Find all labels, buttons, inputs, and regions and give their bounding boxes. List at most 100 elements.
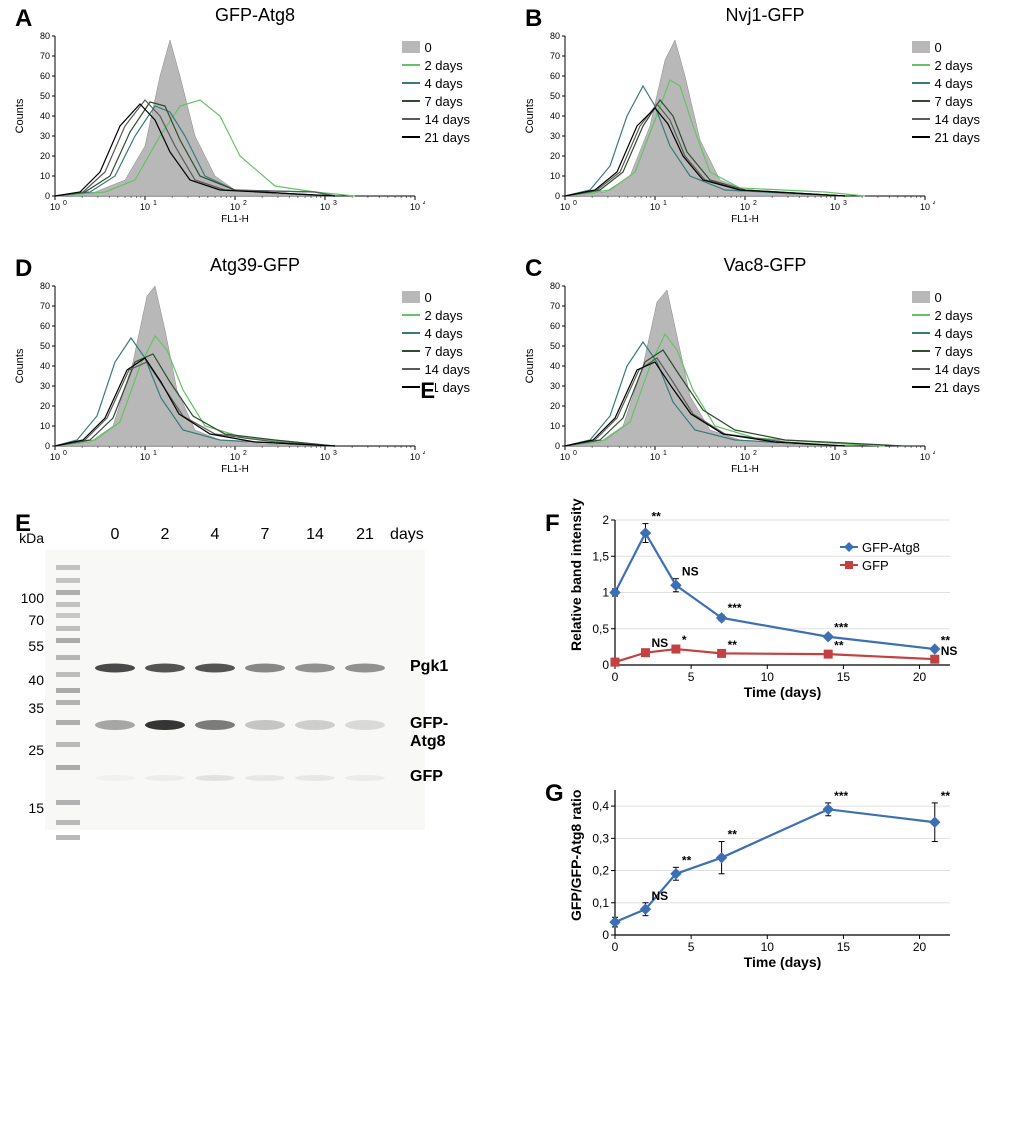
mw-label: kDa (10, 530, 44, 546)
svg-text:60: 60 (550, 321, 560, 331)
svg-text:70: 70 (40, 301, 50, 311)
svg-text:4: 4 (933, 200, 935, 207)
svg-text:10: 10 (40, 421, 50, 431)
legend-item: 7 days (402, 342, 470, 360)
legend-item: 14 days (402, 110, 470, 128)
svg-text:FL1-H: FL1-H (731, 214, 759, 224)
svg-text:1: 1 (663, 450, 667, 457)
svg-text:4: 4 (423, 450, 425, 457)
histogram-d: 01020304050607080100101102103104CountsFL… (10, 278, 500, 474)
svg-text:50: 50 (550, 341, 560, 351)
svg-text:60: 60 (550, 71, 560, 81)
svg-text:1: 1 (602, 586, 609, 600)
svg-text:10: 10 (50, 452, 60, 462)
svg-text:0: 0 (602, 928, 609, 942)
svg-text:3: 3 (333, 200, 337, 207)
svg-text:0: 0 (63, 450, 67, 457)
blot-lane-label: 0 (103, 526, 127, 544)
legend-item: 7 days (402, 92, 470, 110)
panel-b-title: Nvj1-GFP (520, 5, 1010, 26)
legend-item: 21 days (402, 128, 470, 146)
svg-text:20: 20 (550, 401, 560, 411)
svg-text:70: 70 (40, 51, 50, 61)
svg-text:10: 10 (140, 202, 150, 212)
chart-y-label: GFP/GFP-Atg8 ratio (568, 789, 584, 920)
svg-text:2: 2 (753, 450, 757, 457)
svg-text:30: 30 (550, 131, 560, 141)
svg-text:10: 10 (830, 202, 840, 212)
legend-item: 21 days (912, 378, 980, 396)
svg-text:10: 10 (410, 452, 420, 462)
svg-text:10: 10 (550, 171, 560, 181)
legend-item: GFP (840, 556, 920, 574)
histogram-legend: 02 days4 days7 days14 days21 days (912, 38, 980, 146)
svg-text:2: 2 (243, 200, 247, 207)
legend-item: 21 days (912, 128, 980, 146)
svg-text:10: 10 (560, 202, 570, 212)
legend-item: 14 days (912, 110, 980, 128)
chart-f: 00,511,5205101520**NS********NS*****NSTi… (560, 510, 1000, 705)
svg-text:50: 50 (40, 91, 50, 101)
legend-item: 14 days (912, 360, 980, 378)
svg-text:10: 10 (740, 202, 750, 212)
blot-lane-label: 21 (353, 526, 377, 544)
svg-text:20: 20 (40, 401, 50, 411)
svg-text:**: ** (682, 853, 692, 867)
svg-text:**: ** (651, 510, 661, 524)
svg-text:2: 2 (753, 200, 757, 207)
svg-text:40: 40 (40, 361, 50, 371)
svg-text:30: 30 (40, 131, 50, 141)
svg-text:10: 10 (650, 452, 660, 462)
svg-text:70: 70 (550, 51, 560, 61)
svg-text:0: 0 (573, 200, 577, 207)
svg-text:**: ** (728, 638, 738, 652)
svg-text:2: 2 (243, 450, 247, 457)
svg-text:***: *** (728, 601, 742, 615)
svg-text:***: *** (834, 789, 848, 803)
legend-item: 0 (402, 288, 470, 306)
histogram-c: 01020304050607080100101102103104CountsFL… (520, 278, 1010, 474)
svg-text:Counts: Counts (524, 348, 536, 383)
legend-item: GFP-Atg8 (840, 538, 920, 556)
histogram-svg: 01020304050607080100101102103104CountsFL… (10, 278, 425, 474)
blot-band-label: GFP-Atg8 (410, 715, 480, 751)
svg-text:0: 0 (63, 200, 67, 207)
svg-text:10: 10 (650, 202, 660, 212)
legend-item: 0 (402, 38, 470, 56)
svg-text:10: 10 (230, 452, 240, 462)
svg-text:4: 4 (933, 450, 935, 457)
svg-text:80: 80 (550, 281, 560, 291)
histogram-svg: 01020304050607080100101102103104CountsFL… (10, 28, 425, 224)
svg-text:0: 0 (612, 670, 619, 684)
svg-text:3: 3 (843, 200, 847, 207)
svg-text:FL1-H: FL1-H (221, 464, 249, 474)
mw-label: 40 (10, 672, 44, 688)
legend-item: 7 days (912, 92, 980, 110)
svg-text:80: 80 (40, 281, 50, 291)
histogram-b: 01020304050607080100101102103104CountsFL… (520, 28, 1010, 224)
svg-text:50: 50 (550, 91, 560, 101)
svg-text:15: 15 (837, 670, 851, 684)
svg-text:10: 10 (761, 670, 775, 684)
linechart-svg: 00,10,20,30,405101520NS*********Time (da… (560, 780, 960, 970)
blot-band-label: Pgk1 (410, 658, 448, 676)
svg-text:20: 20 (550, 151, 560, 161)
legend-item: 0 (912, 288, 980, 306)
mw-label: 25 (10, 742, 44, 758)
svg-text:5: 5 (688, 670, 695, 684)
svg-text:70: 70 (550, 301, 560, 311)
svg-text:10: 10 (140, 452, 150, 462)
blot-lane-label: 2 (153, 526, 177, 544)
svg-text:Counts: Counts (524, 98, 536, 133)
svg-text:0,5: 0,5 (592, 622, 609, 636)
histogram-svg: 01020304050607080100101102103104CountsFL… (520, 278, 935, 474)
svg-text:0: 0 (45, 441, 50, 451)
svg-text:0: 0 (612, 940, 619, 954)
mw-label: 100 (10, 590, 44, 606)
mw-label: 70 (10, 612, 44, 628)
svg-text:40: 40 (40, 111, 50, 121)
svg-text:0,4: 0,4 (592, 799, 609, 813)
blot-lane-label: 4 (203, 526, 227, 544)
svg-text:3: 3 (333, 450, 337, 457)
svg-text:10: 10 (761, 940, 775, 954)
